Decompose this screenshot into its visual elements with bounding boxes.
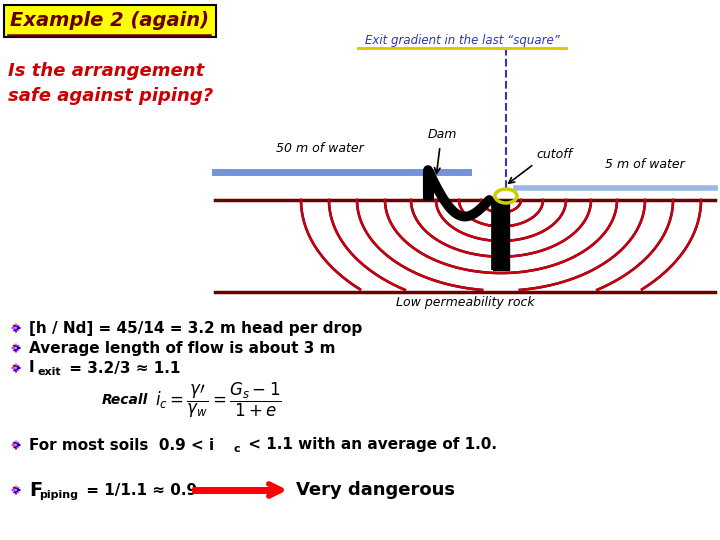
Text: 5 m of water: 5 m of water	[605, 158, 685, 171]
Text: Is the arrangement
safe against piping?: Is the arrangement safe against piping?	[8, 62, 213, 105]
Text: I: I	[29, 361, 35, 375]
Text: $i_c = \dfrac{\gamma\prime}{\gamma_w} = \dfrac{G_s - 1}{1 + e}$: $i_c = \dfrac{\gamma\prime}{\gamma_w} = …	[155, 380, 282, 420]
Text: cutoff: cutoff	[536, 148, 572, 161]
Text: < 1.1 with an average of 1.0.: < 1.1 with an average of 1.0.	[243, 437, 497, 453]
Text: Very dangerous: Very dangerous	[296, 481, 455, 499]
Text: = 3.2/3 ≈ 1.1: = 3.2/3 ≈ 1.1	[64, 361, 181, 375]
Text: Example 2 (again): Example 2 (again)	[10, 11, 209, 30]
Text: Recall: Recall	[102, 393, 148, 407]
Text: Dam: Dam	[427, 128, 456, 141]
Text: F: F	[29, 481, 42, 500]
Text: Average length of flow is about 3 m: Average length of flow is about 3 m	[29, 341, 336, 355]
Text: 50 m of water: 50 m of water	[276, 142, 364, 155]
Text: exit: exit	[37, 367, 60, 377]
Text: [h / Nd] = 45/14 = 3.2 m head per drop: [h / Nd] = 45/14 = 3.2 m head per drop	[29, 321, 362, 335]
Text: c: c	[234, 444, 240, 454]
FancyBboxPatch shape	[4, 5, 216, 37]
Text: For most soils  0.9 < i: For most soils 0.9 < i	[29, 437, 214, 453]
Polygon shape	[493, 200, 509, 270]
Text: Low permeability rock: Low permeability rock	[396, 296, 534, 309]
Text: Exit gradient in the last “square”: Exit gradient in the last “square”	[364, 34, 559, 47]
Text: = 1/1.1 ≈ 0.9: = 1/1.1 ≈ 0.9	[81, 483, 197, 497]
Text: piping: piping	[39, 490, 78, 500]
